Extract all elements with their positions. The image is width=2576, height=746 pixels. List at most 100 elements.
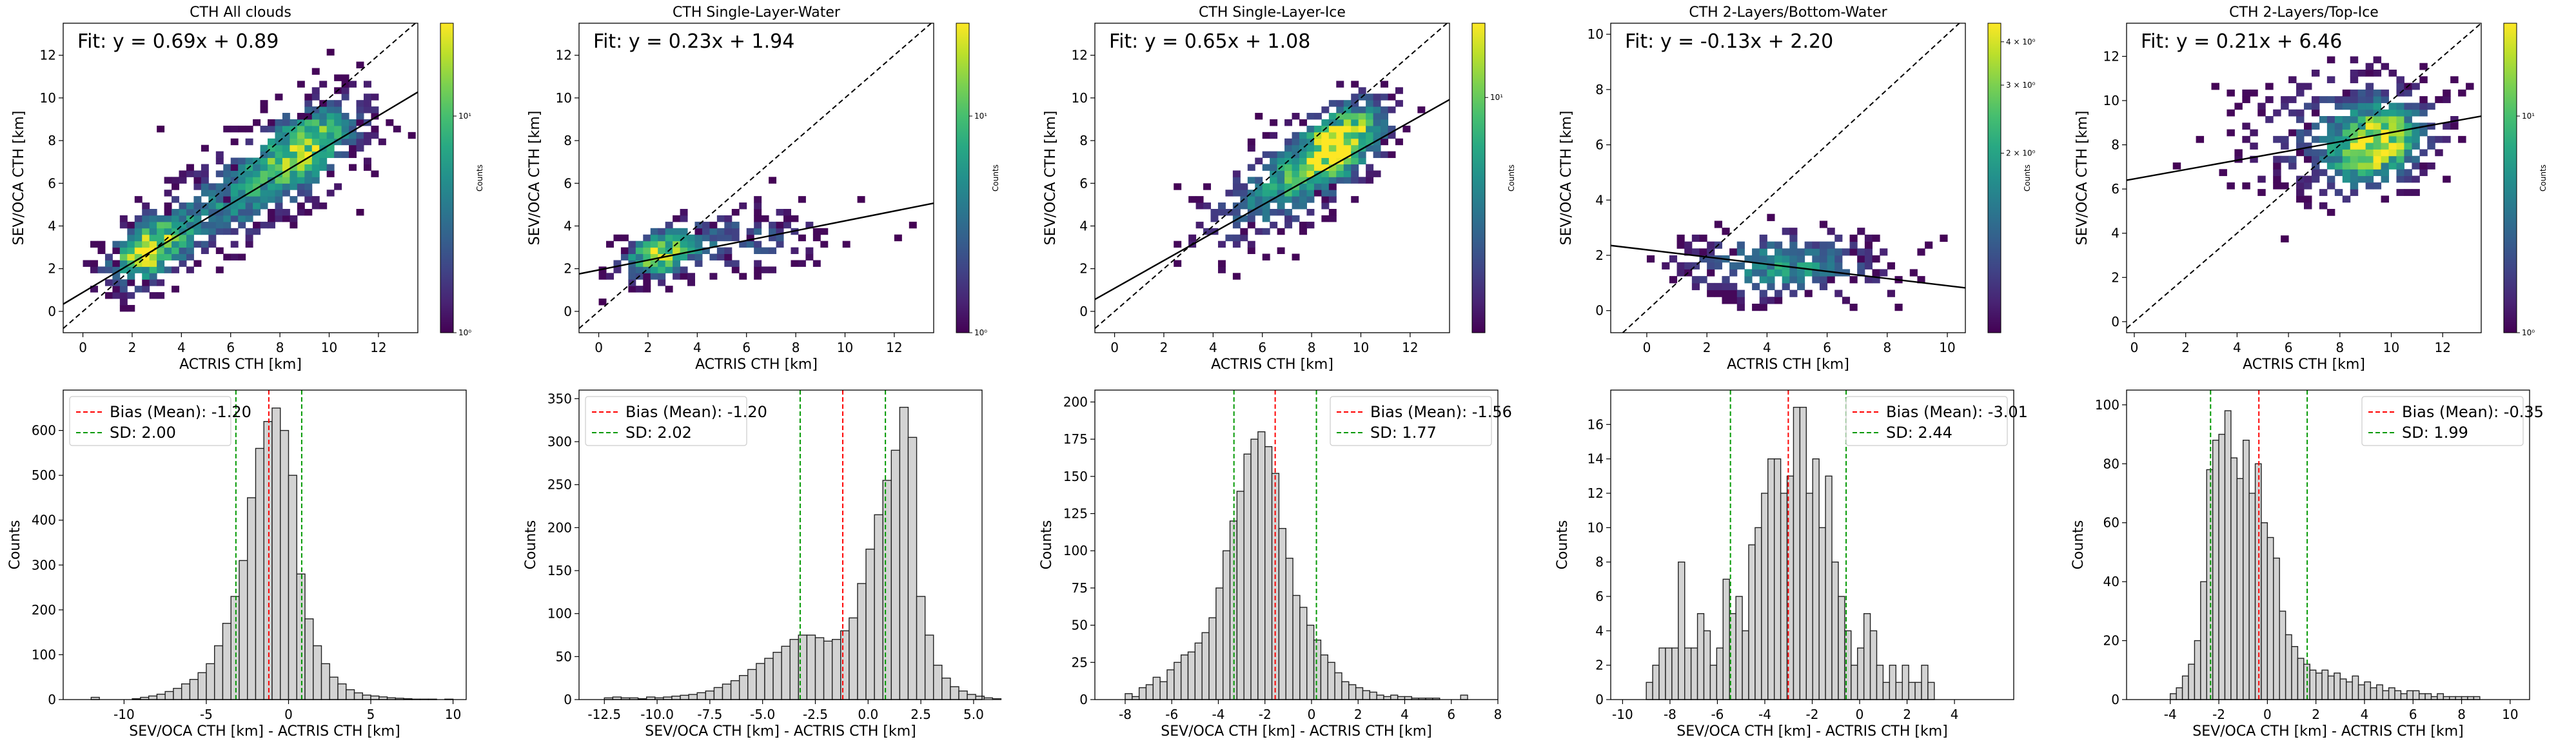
x-tick-label: 12: [370, 340, 386, 355]
heatmap-cell: [665, 260, 673, 267]
histogram-bar: [1895, 682, 1903, 700]
heatmap-cell: [2357, 155, 2366, 163]
heatmap-cell: [1351, 164, 1359, 171]
heatmap-cell: [119, 240, 128, 248]
heatmap-cell: [1819, 282, 1828, 291]
histogram-bar: [2321, 669, 2329, 700]
heatmap-cell: [149, 240, 157, 248]
heatmap-cell: [1343, 119, 1352, 126]
heatmap-cell: [2311, 155, 2320, 163]
heatmap-cell: [1804, 290, 1813, 297]
heatmap-cell: [230, 215, 239, 222]
histogram-bar: [1755, 527, 1762, 700]
fit-annotation: Fit: y = -0.13x + 2.20: [1625, 30, 1833, 53]
heatmap-cell: [2350, 70, 2359, 77]
y-tick-label: 0: [48, 304, 56, 319]
heatmap-cell: [2304, 129, 2312, 137]
heatmap-cell: [1729, 290, 1738, 297]
heatmap-cell: [1834, 248, 1843, 256]
heatmap-cell: [290, 183, 298, 190]
y-tick-label: 500: [32, 467, 56, 483]
y-tick-label: 6: [2111, 181, 2119, 197]
heatmap-cell: [378, 138, 386, 146]
y-tick-label: 50: [556, 649, 572, 664]
y-tick-label: 150: [1063, 469, 1088, 484]
heatmap-cell: [1255, 190, 1263, 197]
heatmap-cell: [673, 234, 681, 242]
heatmap-cell: [268, 190, 275, 197]
heatmap-cell: [326, 132, 335, 139]
heatmap-cell: [119, 247, 128, 255]
heatmap-cell: [371, 132, 379, 139]
heatmap-cell: [709, 253, 718, 260]
heatmap-cell: [2381, 135, 2390, 143]
heatmap-cell: [1351, 93, 1359, 101]
heatmap-cell: [1940, 234, 1948, 242]
histogram-bar: [1684, 647, 1692, 700]
y-tick-label: 4: [564, 218, 572, 233]
heatmap-cell: [680, 209, 688, 216]
colorbar-label: Counts: [2023, 164, 2032, 191]
heatmap-cell: [1321, 170, 1330, 177]
heatmap-cell: [2350, 182, 2359, 190]
heatmap-cell: [149, 228, 157, 235]
heatmap-cell: [628, 266, 636, 273]
heatmap-cell: [2365, 129, 2374, 137]
heatmap-cell: [275, 196, 283, 203]
heatmap-cell: [142, 247, 150, 255]
heatmap-cell: [1232, 170, 1241, 177]
heatmap-cell: [275, 190, 283, 197]
heatmap-cell: [253, 177, 261, 184]
plot-frame: [578, 23, 934, 333]
heatmap-cell: [628, 240, 636, 248]
heatmap-cell: [282, 151, 290, 159]
heatmap-cell: [193, 183, 202, 190]
heatmap-cell: [1313, 183, 1322, 190]
heatmap-cell: [1255, 177, 1263, 184]
histogram-bar: [1914, 682, 1922, 700]
histogram-panel: -8 -6 -4 -2 0 2 4 6 80255075100125150175200SEV/O…: [1039, 389, 1512, 740]
heatmap-cell: [1782, 269, 1790, 277]
heatmap-cell: [1736, 290, 1745, 297]
x-tick-label: 2: [644, 340, 653, 355]
heatmap-cell: [215, 202, 224, 210]
heatmap-cell: [1292, 138, 1300, 146]
heatmap-cell: [2350, 109, 2359, 117]
heatmap-cell: [149, 234, 157, 242]
heatmap-cell: [297, 164, 305, 171]
histogram-bar: [1652, 664, 1660, 700]
heatmap-cell: [245, 215, 253, 222]
x-tick-label: 0: [1643, 340, 1651, 355]
y-tick-label: 8: [1595, 555, 1604, 570]
heatmap-cell: [304, 100, 313, 107]
x-tick-label: 5: [367, 707, 375, 722]
heatmap-cell: [2319, 189, 2328, 196]
heatmap-cell: [1827, 269, 1835, 277]
x-tick-label: 2: [1903, 707, 1911, 722]
heatmap-cell: [230, 253, 239, 260]
x-tick-label: -2: [1259, 707, 1272, 722]
heatmap-cell: [2419, 63, 2428, 70]
heatmap-cell: [724, 253, 732, 260]
heatmap-cell: [319, 113, 328, 120]
y-axis-label: Counts: [523, 520, 539, 570]
heatmap-cell: [1676, 241, 1685, 249]
heatmap-cell: [311, 177, 320, 184]
heatmap-cell: [319, 164, 328, 171]
heatmap-cell: [1299, 221, 1307, 229]
heatmap-cell: [2342, 162, 2351, 170]
heatmap-cell: [157, 266, 165, 273]
heatmap-cell: [783, 209, 791, 216]
y-tick-label: 6: [1595, 589, 1604, 604]
histogram-bar: [2467, 696, 2475, 700]
heatmap-cell: [1277, 190, 1285, 197]
heatmap-cell: [349, 125, 357, 133]
heatmap-cell: [1232, 183, 1241, 190]
heatmap-cell: [349, 164, 357, 171]
heatmap-cell: [238, 177, 246, 184]
heatmap-cell: [702, 221, 710, 229]
heatmap-cell: [2350, 103, 2359, 110]
heatmap-cell: [297, 190, 305, 197]
heatmap-cell: [1388, 132, 1396, 139]
